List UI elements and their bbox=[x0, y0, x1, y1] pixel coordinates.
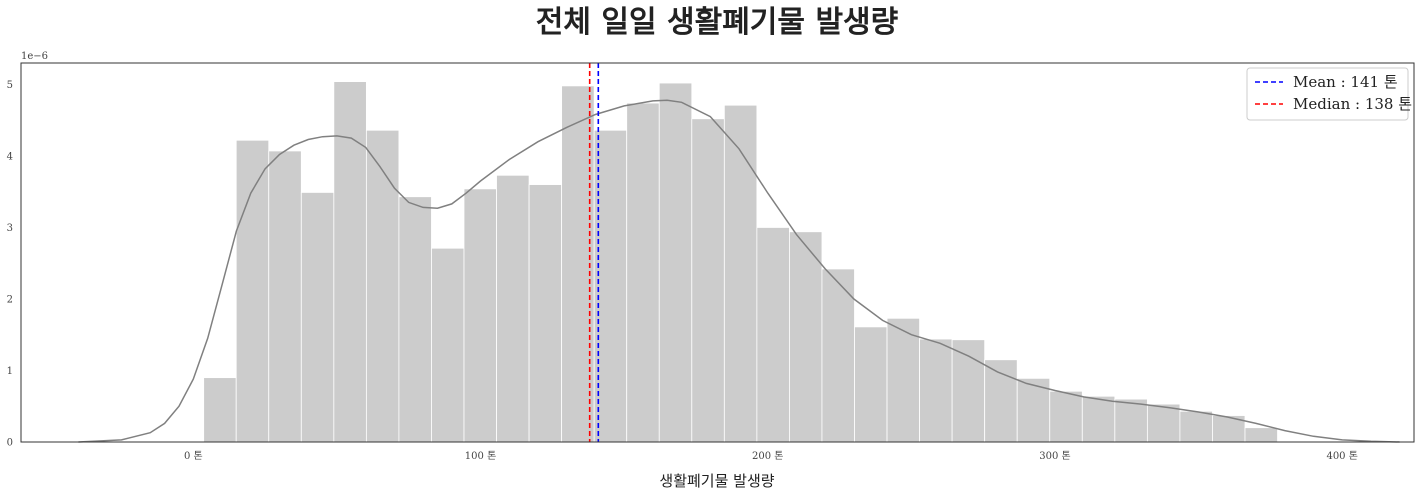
x-tick-label: 400 톤 bbox=[1326, 450, 1357, 462]
legend-entry: Median : 138 톤 bbox=[1293, 95, 1412, 113]
histogram-bar-27 bbox=[1049, 390, 1083, 443]
y-axis-ticks: 0 1 2 3 4 5 bbox=[7, 80, 13, 449]
histogram-bar-31 bbox=[1179, 410, 1213, 443]
y-tick-label: 1 bbox=[7, 366, 13, 377]
y-tick-label: 2 bbox=[7, 294, 13, 305]
histogram-bar-14 bbox=[626, 102, 660, 443]
histogram-bar-23 bbox=[919, 338, 953, 443]
histogram-bar-33 bbox=[1244, 427, 1278, 443]
plot-frame bbox=[20, 62, 1415, 443]
histogram-bar-28 bbox=[1081, 395, 1116, 443]
histogram-bar-15 bbox=[658, 82, 693, 443]
histogram-bar-17 bbox=[723, 104, 758, 443]
histogram-bar-13 bbox=[593, 129, 628, 443]
histogram-bar-30 bbox=[1146, 403, 1181, 443]
histogram-bar-18 bbox=[756, 227, 790, 443]
legend: Mean : 141 톤 Median : 138 톤 bbox=[1246, 67, 1412, 121]
histogram-bar-24 bbox=[951, 339, 986, 443]
histogram-bar-10 bbox=[496, 174, 530, 443]
histogram-bar-5 bbox=[333, 81, 367, 443]
x-tick-label: 200 톤 bbox=[752, 450, 783, 462]
x-tick-label: 0 톤 bbox=[184, 450, 203, 462]
kde-curve bbox=[78, 99, 1400, 443]
histogram-bar-8 bbox=[431, 247, 465, 443]
legend-entry: Mean : 141 톤 bbox=[1293, 73, 1398, 91]
histogram-bar-3 bbox=[268, 150, 302, 443]
y-offset-label: 1e−6 bbox=[21, 51, 48, 62]
chart-title: 전체 일일 생활폐기물 발생량 bbox=[536, 5, 899, 40]
x-tick-label: 300 톤 bbox=[1039, 450, 1070, 462]
histogram-bar-12 bbox=[561, 85, 595, 443]
y-tick-label: 4 bbox=[7, 151, 13, 162]
histogram-bar-20 bbox=[821, 268, 855, 443]
histogram-bar-2 bbox=[235, 139, 270, 443]
y-tick-label: 3 bbox=[7, 223, 13, 234]
histogram-bar-11 bbox=[528, 184, 563, 443]
kde-curve-layer bbox=[78, 99, 1400, 443]
reference-lines bbox=[588, 63, 600, 442]
legend-box bbox=[1246, 67, 1409, 121]
x-axis-label: 생활폐기물 발생량 bbox=[659, 472, 774, 490]
histogram-bar-16 bbox=[691, 118, 725, 443]
histogram-bar-1 bbox=[203, 377, 237, 443]
y-tick-label: 0 bbox=[7, 438, 13, 449]
histogram-bar-21 bbox=[854, 326, 888, 443]
histogram-bar-29 bbox=[1114, 398, 1148, 443]
histogram-bar-22 bbox=[886, 317, 920, 443]
x-tick-label: 100 톤 bbox=[465, 450, 496, 462]
histogram-bar-19 bbox=[789, 231, 823, 443]
histogram-bar-25 bbox=[984, 359, 1018, 443]
histogram-bars bbox=[203, 81, 1278, 443]
y-tick-label: 5 bbox=[7, 80, 13, 91]
histogram-bar-9 bbox=[463, 188, 497, 443]
histogram-bar-6 bbox=[365, 129, 400, 443]
histogram-bar-4 bbox=[300, 192, 335, 443]
histogram-bar-7 bbox=[398, 196, 432, 443]
x-axis-ticks: 0 톤 100 톤 200 톤 300 톤 400 톤 bbox=[184, 450, 1358, 462]
